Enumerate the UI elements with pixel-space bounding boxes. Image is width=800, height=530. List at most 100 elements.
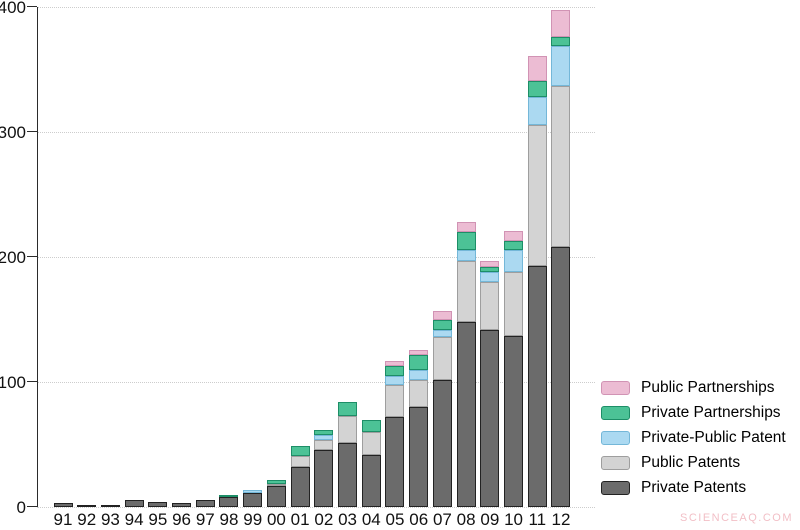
y-axis-line	[37, 7, 38, 507]
x-axis-label: 01	[290, 510, 310, 529]
bar-segment-public-patents	[551, 85, 571, 247]
bar-segment-private-partnerships	[219, 494, 239, 497]
bar-segment-private-public-patent	[551, 45, 571, 86]
bar-segment-private-patents	[527, 265, 547, 507]
x-axis-label: 03	[338, 510, 358, 529]
bar-segment-private-patents	[148, 502, 168, 507]
legend-item: Private-Public Patent	[601, 425, 786, 450]
bar-segment-public-partnerships	[551, 9, 571, 37]
bar-segment-private-partnerships	[385, 365, 405, 376]
y-axis-tick	[27, 6, 37, 8]
bar-98	[219, 494, 239, 507]
bar-96	[172, 503, 192, 507]
bar-segment-private-public-patent	[432, 329, 452, 337]
bar-segment-private-patents	[100, 505, 120, 507]
chart-legend: Public Partnerships Private Partnerships P…	[601, 375, 786, 500]
y-axis-tick	[27, 256, 37, 258]
y-axis-label: 200	[0, 247, 26, 267]
bar-08	[456, 222, 476, 507]
x-axis-label: 96	[172, 510, 192, 529]
bar-segment-public-patents	[314, 439, 334, 450]
gridline	[37, 506, 595, 508]
bar-segment-private-patents	[243, 493, 263, 507]
bar-segment-public-partnerships	[456, 222, 476, 232]
bar-segment-private-public-patent	[409, 369, 429, 380]
bar-segment-private-patents	[290, 467, 310, 507]
bar-91	[53, 503, 73, 507]
bar-04	[361, 419, 381, 507]
x-axis-label: 91	[53, 510, 73, 529]
x-axis-label: 97	[195, 510, 215, 529]
bar-segment-private-public-patent	[385, 375, 405, 385]
bar-06	[409, 349, 429, 507]
bar-99	[243, 489, 263, 507]
x-axis-label: 04	[361, 510, 381, 529]
bar-segment-private-partnerships	[290, 445, 310, 456]
bar-12	[551, 9, 571, 507]
bar-segment-private-patents	[432, 379, 452, 507]
x-axis-label: 11	[528, 510, 547, 529]
bar-segment-private-partnerships	[551, 37, 571, 46]
bar-segment-private-patents	[124, 499, 144, 507]
bar-segment-private-public-patent	[314, 434, 334, 440]
x-axis-label: 09	[480, 510, 500, 529]
bar-segment-private-patents	[480, 329, 500, 507]
x-axis-label: 02	[314, 510, 334, 529]
bar-segment-private-patents	[456, 322, 476, 507]
bar-segment-private-public-patent	[504, 249, 524, 272]
legend-label: Public Partnerships	[641, 378, 775, 396]
bar-02	[314, 429, 334, 507]
bar-segment-public-patents	[385, 384, 405, 417]
x-axis-label: 06	[409, 510, 429, 529]
y-axis-tick	[27, 381, 37, 383]
bar-segment-private-patents	[361, 454, 381, 507]
x-axis-label: 00	[266, 510, 286, 529]
bar-11	[527, 55, 547, 507]
y-axis-tick	[27, 506, 37, 508]
bar-segment-public-partnerships	[385, 360, 405, 366]
x-axis-label: 05	[385, 510, 405, 529]
bar-segment-private-partnerships	[504, 240, 524, 250]
y-axis-tick	[27, 131, 37, 133]
bar-segment-public-patents	[504, 272, 524, 336]
legend-swatch-icon	[601, 455, 630, 470]
bar-segment-public-patents	[290, 455, 310, 467]
bar-97	[195, 499, 215, 507]
bar-segment-private-partnerships	[361, 419, 381, 432]
bar-segment-public-patents	[266, 484, 286, 487]
bar-92	[77, 505, 97, 507]
gridline	[37, 381, 595, 383]
legend-swatch-icon	[601, 480, 630, 495]
legend-item: Public Partnerships	[601, 375, 786, 400]
bar-segment-private-patents	[266, 486, 286, 507]
bar-03	[338, 402, 358, 507]
bar-segment-public-patents	[409, 379, 429, 407]
x-axis-label: 10	[504, 510, 524, 529]
bar-segment-private-public-patent	[243, 489, 263, 494]
bar-93	[100, 505, 120, 507]
bar-segment-private-partnerships	[314, 429, 334, 435]
x-axis-label: 99	[243, 510, 263, 529]
bar-segment-private-patents	[53, 503, 73, 507]
gridline	[37, 6, 595, 8]
bar-95	[148, 502, 168, 507]
x-axis-label: 94	[124, 510, 144, 529]
bar-01	[290, 445, 310, 507]
bar-segment-public-partnerships	[527, 55, 547, 81]
legend-label: Private-Public Patent	[641, 428, 786, 446]
bar-segment-private-patents	[409, 407, 429, 507]
legend-swatch-icon	[601, 430, 630, 445]
legend-swatch-icon	[601, 380, 630, 395]
legend-label: Private Patents	[641, 478, 747, 496]
bar-segment-public-partnerships	[409, 349, 429, 355]
x-axis-label: 93	[100, 510, 120, 529]
bar-segment-public-partnerships	[480, 260, 500, 267]
bar-segment-private-partnerships	[432, 319, 452, 330]
bar-segment-private-patents	[172, 503, 192, 507]
bar-segment-private-partnerships	[527, 80, 547, 97]
x-axis-label: 92	[77, 510, 97, 529]
x-axis-label: 12	[551, 510, 571, 529]
bar-segment-public-partnerships	[504, 230, 524, 241]
bar-segment-private-patents	[195, 499, 215, 507]
